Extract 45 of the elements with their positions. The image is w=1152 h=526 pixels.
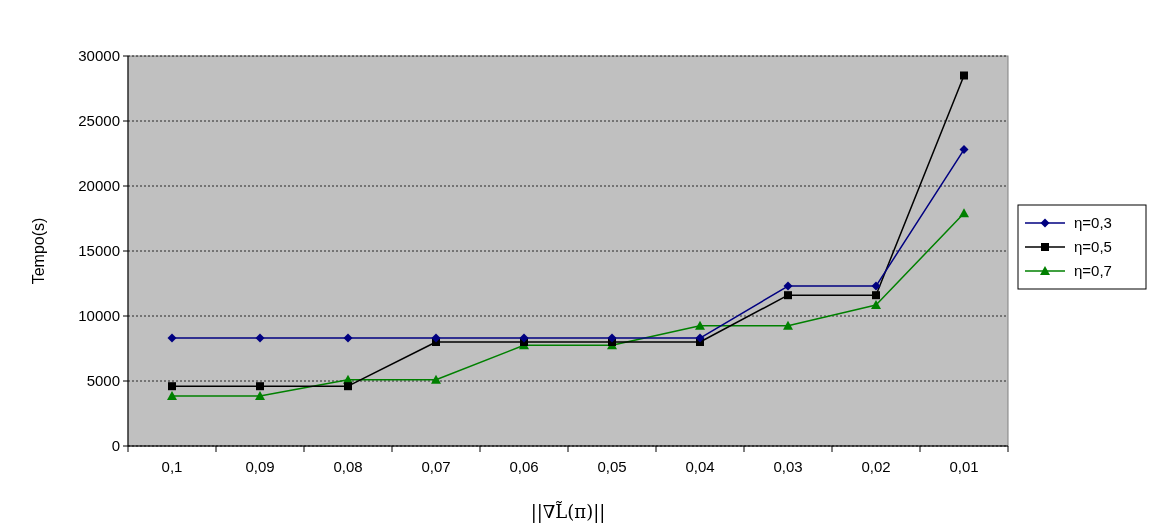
x-tick-label: 0,01 [949,458,979,475]
y-tick-label: 25000 [78,112,120,130]
point [959,145,969,155]
x-tick-label: 0,05 [597,458,627,475]
point [871,281,881,291]
point [695,333,705,343]
point [255,390,265,400]
x-tick-label: 0,09 [245,458,275,475]
y-tick-label: 20000 [78,177,120,195]
point [783,281,793,291]
x-tick-label: 0,06 [509,458,539,475]
point [431,333,441,343]
legend-label: η=0,7 [1074,262,1112,280]
y-tick-label: 15000 [78,242,120,260]
point [871,299,881,309]
y-tick-label: 0 [111,437,120,455]
point [168,382,176,391]
x-tick-label: 0,03 [773,458,803,475]
point [167,390,177,400]
x-tick-label: 0,02 [861,458,891,475]
point [959,208,969,218]
point [344,382,352,391]
point [256,382,264,391]
point [607,333,617,343]
point [872,291,880,300]
x-tick-label: 0,1 [161,458,183,475]
point [255,333,265,343]
x-axis-title: ||∇L̃(π)|| [530,500,606,523]
x-tick-label: 0,08 [333,458,363,475]
legend-label: η=0,5 [1074,238,1112,256]
point [960,71,968,80]
legend-label: η=0,3 [1074,214,1112,232]
y-tick-label: 5000 [86,372,120,390]
point [343,333,353,343]
point [167,333,177,343]
y-tick-label: 10000 [78,307,120,325]
y-tick-label: 30000 [78,47,120,65]
x-tick-label: 0,04 [685,458,715,475]
point [784,291,792,300]
x-tick-label: 0,07 [421,458,451,475]
point [783,320,793,330]
point [519,333,529,343]
point [431,374,441,384]
point [695,320,705,330]
y-axis-title: Tempo(s) [30,217,47,285]
